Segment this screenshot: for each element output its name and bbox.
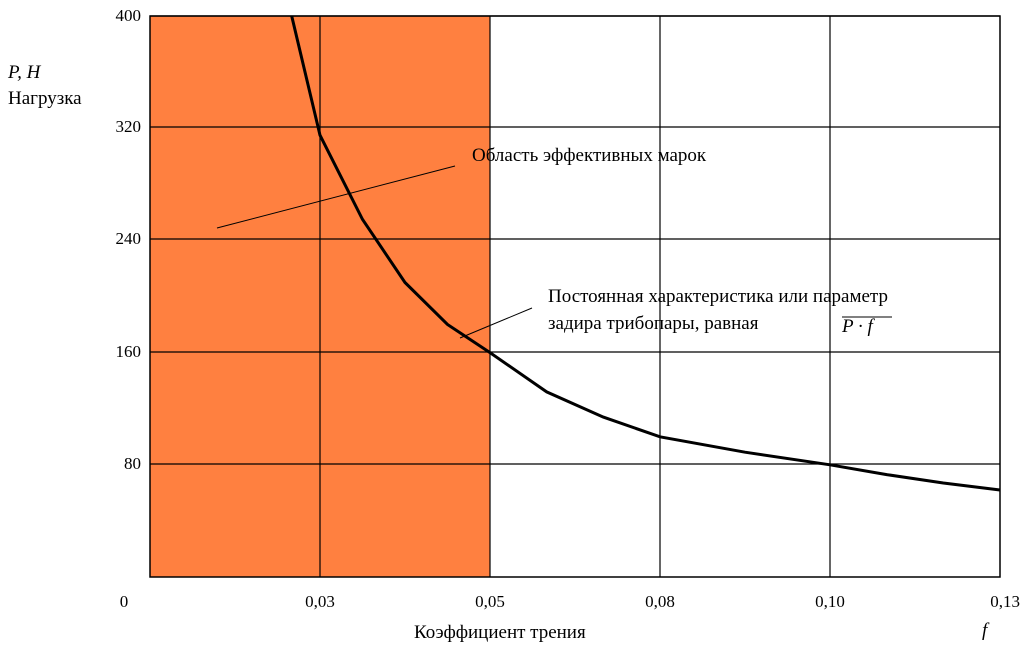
annotation-leader-1 [216, 165, 456, 229]
x-axis-label: Коэффициент трения [414, 622, 586, 643]
x-tick-label: 0 [119, 592, 129, 611]
y-tick-label: 80 [124, 454, 141, 473]
y-tick-label: 320 [115, 117, 142, 136]
series-curve [290, 15, 1001, 492]
y-axis-label: Нагрузка [8, 88, 82, 109]
x-tick-label: 0,13 [990, 592, 1020, 611]
x-tick-label: 0,08 [645, 592, 675, 611]
annotation-formula: P · f [842, 316, 873, 337]
y-tick-label: 240 [115, 229, 142, 248]
x-tick-label: 0,03 [305, 592, 335, 611]
y-tick-label: 400 [115, 6, 142, 25]
annotation-constant-line2: задира трибопары, равная [548, 313, 759, 334]
annotation-effective-region: Область эффективных марок [472, 145, 707, 166]
x-tick-label: 0,10 [815, 592, 845, 611]
plot-border [149, 15, 1001, 578]
x-tick-label: 0,05 [475, 592, 505, 611]
y-tick-label: 160 [115, 342, 142, 361]
annotation-leader-2 [459, 307, 533, 339]
annotation-constant-line1: Постоянная характеристика или параметр [548, 286, 888, 307]
y-axis-symbol: P, Н [8, 62, 41, 83]
x-axis-symbol: f [982, 620, 988, 641]
